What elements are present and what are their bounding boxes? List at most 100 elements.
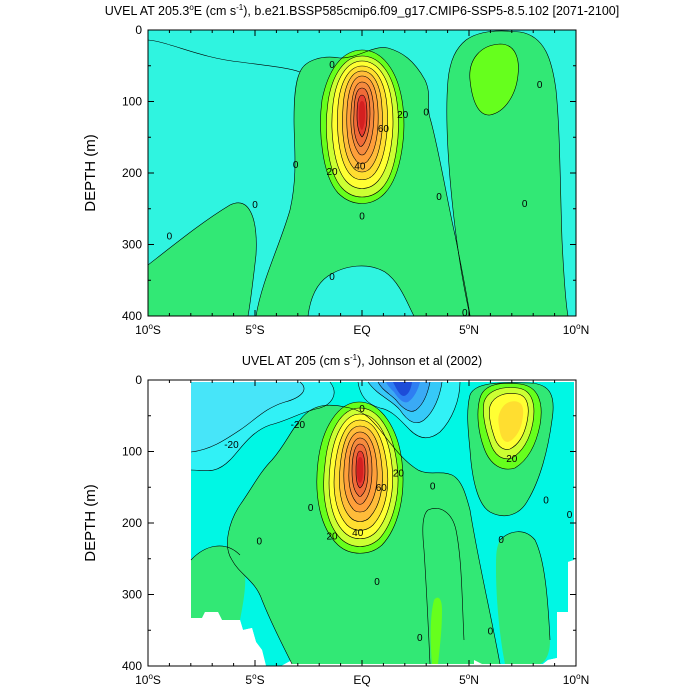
- x-tick-label: 5oS: [245, 672, 264, 687]
- contour-label: 0: [522, 199, 528, 210]
- contour-line: [331, 60, 394, 189]
- panel-top-x-axis: 10oS 5oS EQ 5oN 10oN: [135, 30, 589, 337]
- x-tick-label: 5oN: [459, 322, 479, 337]
- contour-label: 0: [430, 481, 436, 492]
- contour-label: 0: [423, 108, 429, 119]
- contour-label: 0: [436, 192, 442, 203]
- no-data-mask: [543, 380, 576, 666]
- contour-line: [299, 404, 501, 665]
- contour-line: [148, 39, 301, 73]
- contour-line: [299, 47, 471, 316]
- contour-line: [422, 509, 431, 665]
- contour-line: [339, 425, 383, 522]
- contour-label: 0: [167, 231, 173, 242]
- contour-line: [469, 43, 519, 116]
- contour-label: 0: [359, 404, 365, 415]
- panel-top-contour-labels: 0 20 60 40 20 0 0 0 0 0 0 0 0 0 0: [167, 60, 543, 319]
- contour-label: 0: [329, 272, 335, 283]
- y-tick-label: 100: [122, 445, 142, 459]
- fill-band-0-10: [191, 545, 246, 620]
- contour-line: [190, 381, 305, 453]
- contour-line: [342, 70, 383, 173]
- x-tick-label: 10oS: [135, 672, 161, 687]
- no-data-mask: [474, 660, 482, 666]
- x-tick-label: 5oS: [245, 322, 264, 337]
- panel-bottom-y-axis-label: DEPTH (m): [82, 484, 99, 562]
- contour-label: 60: [378, 124, 390, 135]
- panel-bottom-contour-labels: 0 -20 -20 20 60 40 20 0 0 20 0 0 0 0 0 0 0: [224, 404, 573, 644]
- fill-band-neg-30: [191, 382, 305, 452]
- contour-label: 20: [506, 454, 518, 465]
- contour-line: [357, 381, 461, 439]
- contour-line: [190, 545, 241, 561]
- contour-label: 0: [417, 633, 423, 644]
- y-tick-label: 100: [122, 95, 142, 109]
- panel-top-title: UVEL AT 205.3oE (cm s-1), b.e21.BSSP585c…: [105, 3, 619, 18]
- contour-line: [348, 437, 373, 505]
- contour-label: 40: [352, 528, 364, 539]
- contour-line: [255, 71, 301, 316]
- x-tick-label: 10oS: [135, 322, 161, 337]
- contour-label: 20: [326, 167, 338, 178]
- contour-line: [346, 75, 379, 164]
- contour-line: [328, 413, 393, 540]
- panel-bottom-contour-lines: [190, 381, 554, 665]
- contour-line: [323, 407, 399, 547]
- contour-line: [356, 94, 368, 138]
- contour-label: 0: [252, 200, 258, 211]
- contour-label: 0: [498, 535, 504, 546]
- contour-line: [227, 419, 301, 665]
- contour-line: [333, 419, 389, 531]
- y-tick-label: 400: [122, 309, 142, 323]
- contour-label: 20: [393, 468, 405, 479]
- y-tick-label: 200: [122, 516, 142, 530]
- contour-line: [350, 81, 375, 156]
- contour-label: 0: [293, 160, 299, 171]
- contour-label: 60: [376, 483, 388, 494]
- contour-line: [355, 450, 366, 489]
- contour-line: [351, 443, 369, 497]
- contour-label: 0: [567, 510, 573, 521]
- contour-line: [465, 30, 569, 316]
- panel-bottom: UVEL AT 205 (cm s-1), Johnson et al (200…: [82, 353, 589, 687]
- x-tick-label: EQ: [353, 323, 370, 337]
- panel-bottom-title: UVEL AT 205 (cm s-1), Johnson et al (200…: [242, 353, 482, 368]
- contour-label: 20: [397, 110, 409, 121]
- x-tick-label: 10oN: [563, 322, 589, 337]
- contour-line: [148, 202, 257, 316]
- contour-label: 20: [326, 531, 338, 542]
- contour-label: 0: [488, 626, 494, 637]
- panel-top-contour-lines: [148, 30, 569, 316]
- contour-line: [307, 265, 415, 316]
- fill-band-10-20: [430, 597, 442, 664]
- contour-line: [326, 55, 399, 198]
- y-tick-label: 300: [122, 238, 142, 252]
- contour-line: [353, 87, 371, 147]
- contour-label: 0: [256, 536, 262, 547]
- y-tick-label: 400: [122, 659, 142, 673]
- panel-bottom-x-axis: 10oS 5oS EQ 5oN 10oN: [135, 380, 589, 687]
- contour-label: -20: [291, 420, 306, 431]
- contour-line: [477, 383, 542, 470]
- contour-line: [467, 382, 554, 516]
- fill-band-0-10: [148, 202, 257, 316]
- contour-line: [337, 65, 388, 181]
- contour-label: 0: [543, 496, 549, 507]
- contour-label: 0: [462, 308, 468, 319]
- contour-line: [499, 531, 551, 641]
- x-tick-label: 5oN: [459, 672, 479, 687]
- panel-bottom-contour-fills: [148, 380, 576, 666]
- contour-line: [367, 381, 443, 423]
- contour-label: 0: [537, 80, 543, 91]
- fill-band-max: [357, 457, 363, 483]
- contour-line: [427, 508, 465, 641]
- fill-band-10-20: [469, 44, 519, 116]
- fill-band-max: [359, 101, 365, 130]
- contour-line: [446, 39, 471, 316]
- contour-line: [320, 49, 405, 204]
- y-tick-label: 300: [122, 588, 142, 602]
- contour-label: 0: [359, 211, 365, 222]
- y-tick-label: 200: [122, 166, 142, 180]
